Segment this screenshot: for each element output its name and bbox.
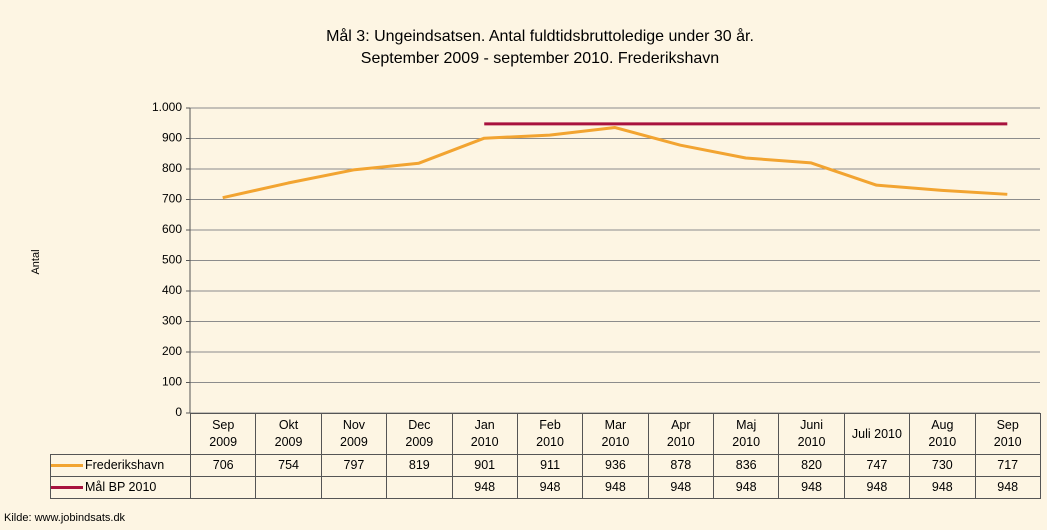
x-tick-label: Sep 2009 — [189, 413, 257, 455]
data-label: 948 — [843, 476, 911, 499]
data-label — [320, 476, 388, 499]
series-line — [222, 126, 1008, 200]
x-tick-label: Feb 2010 — [516, 413, 584, 455]
data-label — [189, 476, 257, 499]
x-tick-label: Sep 2010 — [974, 413, 1041, 455]
y-tick-label: 1.000 — [152, 100, 182, 114]
data-label: 911 — [516, 454, 584, 477]
data-label: 820 — [778, 454, 845, 477]
x-tick-label: Dec 2009 — [386, 413, 453, 455]
y-tick-label: 800 — [162, 161, 182, 175]
data-label: 948 — [516, 476, 584, 499]
data-label: 819 — [386, 454, 453, 477]
data-label: 747 — [843, 454, 911, 477]
x-tick-label: Okt 2009 — [255, 413, 322, 455]
data-label: 948 — [974, 476, 1041, 499]
series-row: Frederikshavn 706 754 797 819 901 911 936 878 836… — [50, 454, 1041, 477]
legend-entry: Frederikshavn — [50, 454, 191, 477]
data-table: Sep 2009 Okt 2009 Nov 2009 Dec 2009 Jan 2010… — [50, 413, 1041, 499]
data-label — [255, 476, 322, 499]
data-label: 948 — [712, 476, 780, 499]
y-tick-label: 100 — [162, 375, 182, 389]
series-row: Mål BP 2010 948 948 948 948 948 948 948 948 948 — [50, 476, 1041, 499]
y-tick-label: 500 — [162, 253, 182, 267]
legend-entry: Mål BP 2010 — [50, 476, 191, 499]
legend-label: Frederikshavn — [85, 458, 165, 472]
y-tick-label: 400 — [162, 283, 182, 297]
x-tick-label: Jan 2010 — [451, 413, 518, 455]
data-label: 706 — [189, 454, 257, 477]
data-label: 717 — [974, 454, 1041, 477]
x-tick-label: Maj 2010 — [712, 413, 780, 455]
legend-label: Mål BP 2010 — [85, 480, 157, 494]
data-label: 948 — [647, 476, 715, 499]
x-tick-label: Mar 2010 — [582, 413, 649, 455]
data-label — [386, 476, 453, 499]
y-tick-label: 200 — [162, 344, 182, 358]
y-tick-label: 0 — [175, 405, 182, 419]
chart-subtitle: September 2009 - september 2010. Frederi… — [361, 50, 719, 67]
data-label: 797 — [320, 454, 388, 477]
y-axis-label: Antal — [30, 249, 42, 274]
data-label: 901 — [451, 454, 518, 477]
y-tick-label: 600 — [162, 222, 182, 236]
data-label: 878 — [647, 454, 715, 477]
x-tick-label: Juli 2010 — [843, 413, 911, 455]
source: Kilde: www.jobindsats.dk — [4, 512, 126, 524]
chart-title: Mål 3: Ungeindsatsen. Antal fuldtidsbrut… — [326, 27, 754, 45]
x-tick-label: Apr 2010 — [647, 413, 715, 455]
data-label: 948 — [451, 476, 518, 499]
y-tick-label: 900 — [162, 131, 182, 145]
x-tick-label: Juni 2010 — [778, 413, 845, 455]
data-label: 836 — [712, 454, 780, 477]
legend-swatch — [51, 464, 83, 468]
data-label: 754 — [255, 454, 322, 477]
y-tick-label: 300 — [162, 314, 182, 328]
category-row: Sep 2009 Okt 2009 Nov 2009 Dec 2009 Jan 2010… — [50, 413, 1041, 455]
corner-cell — [50, 413, 191, 455]
data-label: 730 — [909, 454, 976, 477]
data-label: 936 — [582, 454, 649, 477]
legend-swatch — [51, 486, 83, 490]
data-label: 948 — [778, 476, 845, 499]
data-label: 948 — [582, 476, 649, 499]
y-tick-label: 700 — [162, 192, 182, 206]
data-label: 948 — [909, 476, 976, 499]
x-tick-label: Aug 2010 — [909, 413, 976, 455]
x-tick-label: Nov 2009 — [320, 413, 388, 455]
